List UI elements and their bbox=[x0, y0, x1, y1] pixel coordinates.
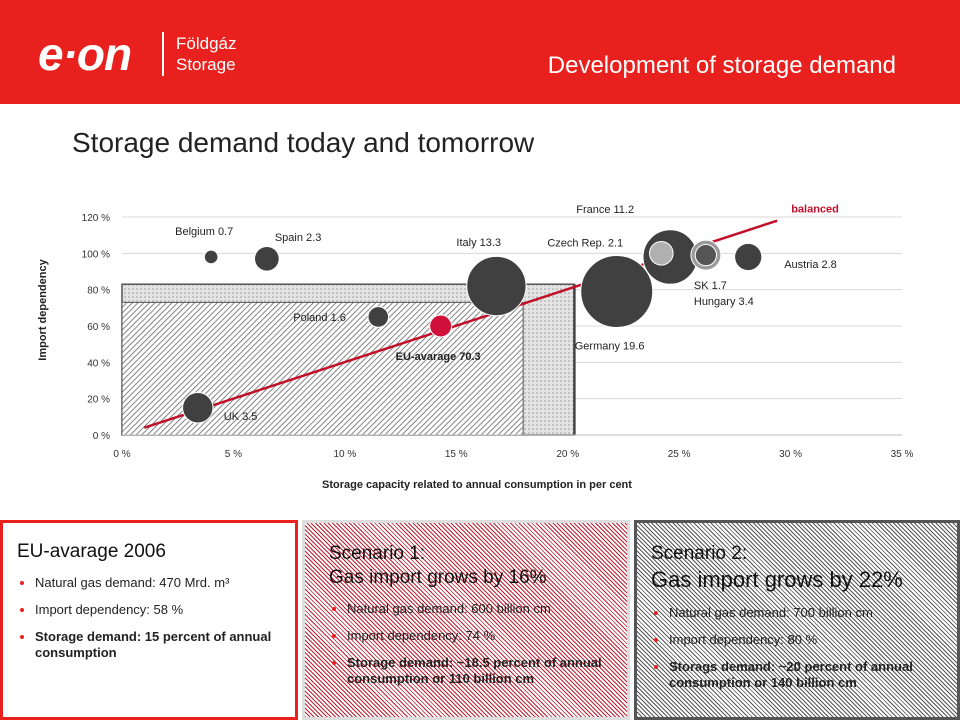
bubble-spain bbox=[254, 245, 280, 272]
panel-eu-list: Natural gas demand: 470 Mrd. m³ Import d… bbox=[17, 575, 295, 661]
list-item: Storage demand: ~18.5 percent of annual … bbox=[347, 655, 627, 687]
bubble-germany bbox=[580, 254, 654, 328]
bubble-belgium bbox=[203, 249, 219, 265]
list-item: Storage demand: 15 percent of annual con… bbox=[35, 629, 295, 661]
bubble-poland bbox=[367, 306, 390, 328]
panel-scenario1-title: Scenario 1: bbox=[329, 543, 426, 564]
bubble-austria bbox=[734, 242, 763, 272]
y-tick-label: 40 % bbox=[87, 358, 110, 369]
axis-layer: 0 % 20 % 40 % 60 % 80 % 100 % 120 % 0 % 5 % 10 % 1… bbox=[82, 213, 914, 460]
bubble-chart: 0 % 20 % 40 % 60 % 80 % 100 % 120 % 0 % 5 % 10 % 1… bbox=[37, 204, 914, 491]
header-bar: e·on Földgáz Storage Development of stor… bbox=[0, 0, 960, 104]
bubble-uk bbox=[182, 392, 214, 424]
data-label: Spain 2.3 bbox=[275, 232, 321, 244]
x-tick-label: 25 % bbox=[668, 449, 691, 460]
data-label: Belgium 0.7 bbox=[175, 226, 233, 238]
y-tick-label: 120 % bbox=[82, 213, 110, 224]
data-label: Austria 2.8 bbox=[784, 259, 837, 271]
list-item: Natural gas demand: 700 billion cm bbox=[669, 605, 957, 621]
x-tick-label: 10 % bbox=[333, 449, 356, 460]
bubble-czech bbox=[649, 241, 674, 266]
data-label: France 11.2 bbox=[576, 204, 634, 216]
brand-subtitle: Földgáz Storage bbox=[176, 33, 236, 75]
data-label: Hungary 3.4 bbox=[694, 296, 754, 308]
panel-eu-average: EU-avarage 2006 Natural gas demand: 470 … bbox=[0, 520, 298, 720]
y-tick-label: 80 % bbox=[87, 286, 110, 297]
list-item: Natural gas demand: 470 Mrd. m³ bbox=[35, 575, 295, 591]
panel-scenario2-title: Scenario 2: bbox=[651, 543, 748, 564]
x-tick-label: 5 % bbox=[225, 449, 242, 460]
y-tick-label: 20 % bbox=[87, 395, 110, 406]
x-tick-label: 20 % bbox=[556, 449, 579, 460]
panel-scenario-1: Scenario 1: Gas import grows by 16% Natu… bbox=[302, 520, 630, 720]
list-item: Import dependency: 80 % bbox=[669, 632, 957, 648]
panel-eu-title: EU-avarage 2006 bbox=[17, 541, 166, 562]
x-tick-label: 0 % bbox=[113, 449, 130, 460]
list-item: Natural gas demand: 600 billion cm bbox=[347, 601, 627, 617]
x-tick-label: 35 % bbox=[891, 449, 914, 460]
y-axis-label: Import dependency bbox=[37, 258, 49, 360]
x-tick-label: 30 % bbox=[779, 449, 802, 460]
panel-scenario1-subtitle: Gas import grows by 16% bbox=[329, 567, 547, 588]
point-layer bbox=[182, 229, 763, 424]
data-label: Italy 13.3 bbox=[456, 237, 501, 249]
panel-scenario2-list: Natural gas demand: 700 billion cm Impor… bbox=[651, 605, 957, 691]
panel-scenario1-list: Natural gas demand: 600 billion cm Impor… bbox=[329, 601, 627, 687]
brand-line-1: Földgáz bbox=[176, 34, 237, 53]
data-label: UK 3.5 bbox=[224, 411, 258, 423]
list-item: Storags demand: ~20 percent of annual co… bbox=[669, 659, 957, 691]
label-layer: balanced Belgium 0.7 Spain 2.3 Poland 1.6 It… bbox=[175, 204, 839, 423]
eon-logo: e·on bbox=[38, 28, 132, 80]
x-tick-label: 15 % bbox=[445, 449, 468, 460]
data-label: Czech Rep. 2.1 bbox=[547, 237, 623, 249]
y-tick-label: 100 % bbox=[82, 249, 110, 260]
brand-line-2: Storage bbox=[176, 55, 236, 74]
data-label: Poland 1.6 bbox=[293, 312, 346, 324]
list-item: Import dependency: 74 % bbox=[347, 628, 627, 644]
bubble-eu-avarage bbox=[429, 314, 453, 338]
page-title: Storage demand today and tomorrow bbox=[72, 127, 535, 158]
bubble-sk bbox=[694, 244, 717, 267]
logo-separator bbox=[162, 32, 164, 76]
trend-label: balanced bbox=[791, 204, 839, 216]
data-label: EU-avarage 70.3 bbox=[396, 351, 481, 363]
data-label: SK 1.7 bbox=[694, 280, 727, 292]
panel-scenario2-subtitle: Gas import grows by 22% bbox=[651, 567, 903, 592]
panel-scenario-2: Scenario 2: Gas import grows by 22% Natu… bbox=[634, 520, 960, 720]
bubble-italy bbox=[466, 255, 527, 317]
x-axis-label: Storage capacity related to annual consu… bbox=[322, 479, 632, 491]
data-label: Germany 19.6 bbox=[575, 340, 645, 352]
y-tick-label: 60 % bbox=[87, 322, 110, 333]
list-item: Import dependency: 58 % bbox=[35, 602, 295, 618]
header-title: Development of storage demand bbox=[547, 52, 896, 79]
y-tick-label: 0 % bbox=[93, 431, 110, 442]
